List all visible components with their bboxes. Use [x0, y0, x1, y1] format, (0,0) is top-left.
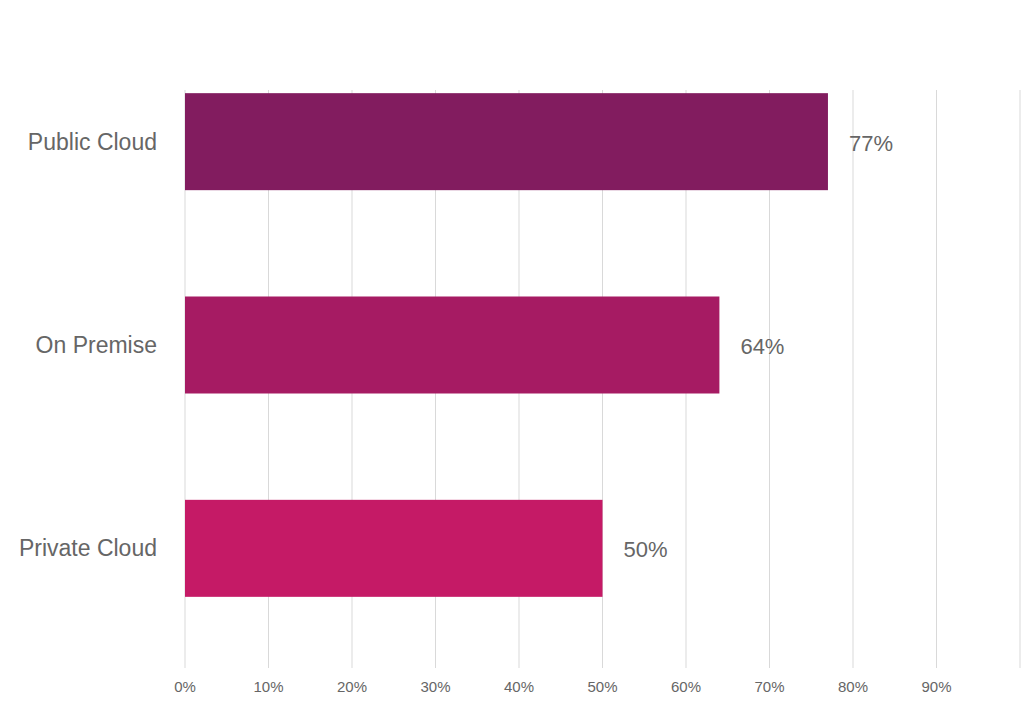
- tick-label: 0%: [174, 678, 196, 695]
- bar: [185, 500, 603, 597]
- tick-label: 80%: [838, 678, 868, 695]
- chart-container: 0% 10% 20% 30% 40% 50% 60% 70% 80% 90% Public Clou…: [0, 0, 1024, 727]
- tick-label: 20%: [337, 678, 367, 695]
- grid-line: [936, 90, 937, 668]
- category-label: Public Cloud: [28, 129, 157, 155]
- tick-label: 40%: [504, 678, 534, 695]
- tick-label: 50%: [587, 678, 617, 695]
- tick-label: 90%: [921, 678, 951, 695]
- data-label: 77%: [849, 131, 893, 156]
- category-labels: Public Cloud On Premise Private Cloud: [19, 129, 157, 562]
- bar: [185, 93, 828, 190]
- category-label: On Premise: [36, 332, 157, 358]
- data-labels: 77% 64% 50%: [624, 131, 893, 563]
- chart-svg: 0% 10% 20% 30% 40% 50% 60% 70% 80% 90% Public Clou…: [0, 0, 1024, 727]
- tick-label: 60%: [671, 678, 701, 695]
- data-label: 64%: [740, 334, 784, 359]
- data-label: 50%: [624, 537, 668, 562]
- tick-label: 30%: [420, 678, 450, 695]
- bars: [185, 93, 828, 597]
- bar: [185, 297, 719, 394]
- tick-label: 10%: [253, 678, 283, 695]
- tick-label: 70%: [754, 678, 784, 695]
- axis-end-line: [1020, 90, 1021, 668]
- grid-line: [853, 90, 854, 668]
- grid: [185, 90, 937, 668]
- category-label: Private Cloud: [19, 535, 157, 561]
- x-tick-labels: 0% 10% 20% 30% 40% 50% 60% 70% 80% 90%: [174, 678, 951, 695]
